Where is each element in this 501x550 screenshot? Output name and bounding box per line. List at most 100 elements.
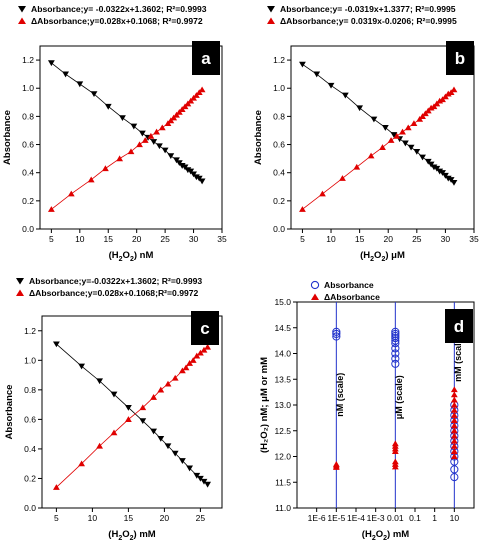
data-point-circle — [391, 339, 400, 348]
y-tick-label: 0.6 — [24, 414, 36, 424]
data-point-up — [147, 132, 155, 139]
y-axis-label: Absorbance — [253, 110, 264, 165]
data-point-up — [450, 412, 458, 418]
data-point-up — [387, 137, 395, 143]
data-point-up — [450, 406, 458, 413]
y-tick-label: 14.0 — [274, 349, 291, 359]
data-point-down — [198, 178, 206, 185]
data-point-up — [450, 453, 458, 460]
x-tick-label: 15 — [124, 513, 134, 523]
x-tick-label: 20 — [383, 234, 393, 244]
data-point-down — [125, 404, 132, 411]
data-point-down — [53, 341, 60, 348]
y-tick-label: 13.0 — [274, 400, 291, 410]
panel-badge-label: a — [201, 49, 211, 68]
y-tick-label: 1.2 — [24, 326, 36, 336]
y-tick-label: 0.8 — [22, 111, 34, 121]
data-point-up — [391, 448, 399, 454]
data-point-up — [139, 404, 147, 411]
data-point-down — [167, 153, 175, 159]
x-tick-label: 25 — [412, 234, 422, 244]
legend-entry: ΔAbsorbance;y=0.028x+0.1068;R²=0.9972 — [29, 288, 199, 298]
data-point-up — [204, 343, 211, 350]
x-tick-label: 0.01 — [387, 513, 404, 523]
data-point-down — [450, 179, 458, 186]
data-point-down — [164, 443, 172, 450]
scale-annotation: mM (scale) — [453, 335, 463, 382]
y-tick-label: 0.0 — [22, 224, 34, 234]
data-point-down — [90, 91, 98, 98]
x-axis-label-part: 2 — [118, 535, 122, 542]
data-point-down — [171, 450, 179, 457]
y-tick-label: 0.8 — [24, 385, 36, 395]
data-point-down — [156, 143, 163, 150]
panel-badge — [191, 311, 219, 345]
x-tick-label: 30 — [441, 234, 451, 244]
data-point-down — [390, 132, 398, 138]
legend-entry: ΔAbsorbance — [324, 292, 380, 302]
x-axis-label-part: 2 — [381, 256, 385, 263]
data-point-up — [182, 364, 190, 371]
data-point-down — [341, 92, 349, 99]
data-point-up — [141, 137, 149, 143]
data-point-down — [313, 71, 321, 78]
x-axis-label: (H2O2) μM — [360, 250, 405, 263]
legend-entry: Absorbance — [324, 280, 374, 290]
y-tick-label: 11.0 — [275, 503, 291, 513]
data-point-down — [370, 116, 378, 123]
panel-badge — [192, 41, 220, 75]
x-tick-label: 5 — [300, 234, 305, 244]
x-axis-label: (H2O2) nM — [109, 250, 154, 263]
data-point-up — [450, 448, 458, 454]
y-tick-label: 0.4 — [22, 168, 34, 178]
data-point-circle — [332, 327, 341, 336]
x-axis-label: (H2O2) mM — [362, 529, 409, 542]
data-point-down — [419, 154, 426, 161]
x-tick-label: 1E-5 — [327, 513, 345, 523]
y-tick-label: 0.0 — [273, 224, 285, 234]
data-point-up — [367, 152, 375, 159]
data-point-down — [62, 71, 69, 78]
data-point-down — [150, 428, 157, 435]
x-axis-label-part: O — [376, 529, 383, 540]
data-point-circle — [332, 329, 341, 339]
data-point-up — [299, 206, 306, 212]
data-point-down — [157, 435, 165, 442]
data-point-up — [53, 484, 60, 490]
data-point-up — [197, 349, 204, 356]
x-axis-label-part: 2 — [119, 256, 123, 263]
x-tick-label: 0.1 — [409, 513, 421, 523]
x-tick-label: 25 — [196, 513, 206, 523]
data-point-circle — [391, 333, 400, 343]
data-point-up — [353, 163, 361, 170]
data-point-down — [381, 125, 389, 131]
data-point-up — [198, 86, 206, 93]
data-point-circle — [391, 354, 400, 363]
panel-badge — [445, 309, 473, 343]
panel-d: 1E-6 1E-5 1E-4 1E-3 0.01 0.1 1 10 11.0 11.5 12.0 12… — [259, 280, 475, 542]
x-tick-label: 5 — [54, 513, 59, 523]
data-point-down — [204, 481, 211, 488]
data-point-circle — [332, 332, 341, 341]
y-tick-label: 13.5 — [274, 374, 291, 384]
data-point-up — [450, 432, 458, 439]
data-point-up — [96, 442, 103, 449]
data-point-up — [410, 120, 418, 127]
data-point-up — [399, 128, 406, 135]
data-point-up — [47, 206, 55, 212]
y-tick-label: 0.8 — [273, 111, 285, 121]
x-axis-label-part: (H — [360, 250, 370, 261]
data-point-circle — [391, 329, 400, 339]
x-axis-label-part: 2 — [370, 256, 374, 263]
data-point-down — [197, 475, 204, 482]
x-tick-label: 10 — [326, 234, 336, 244]
data-point-down — [78, 363, 85, 370]
data-point-up — [450, 422, 458, 429]
data-point-down — [130, 123, 138, 130]
data-point-up — [125, 416, 132, 422]
data-point-up — [189, 357, 197, 363]
data-point-up — [450, 86, 458, 93]
y-tick-label: 0.2 — [273, 196, 285, 206]
plot-frame — [39, 45, 223, 230]
data-point-up — [153, 128, 160, 135]
